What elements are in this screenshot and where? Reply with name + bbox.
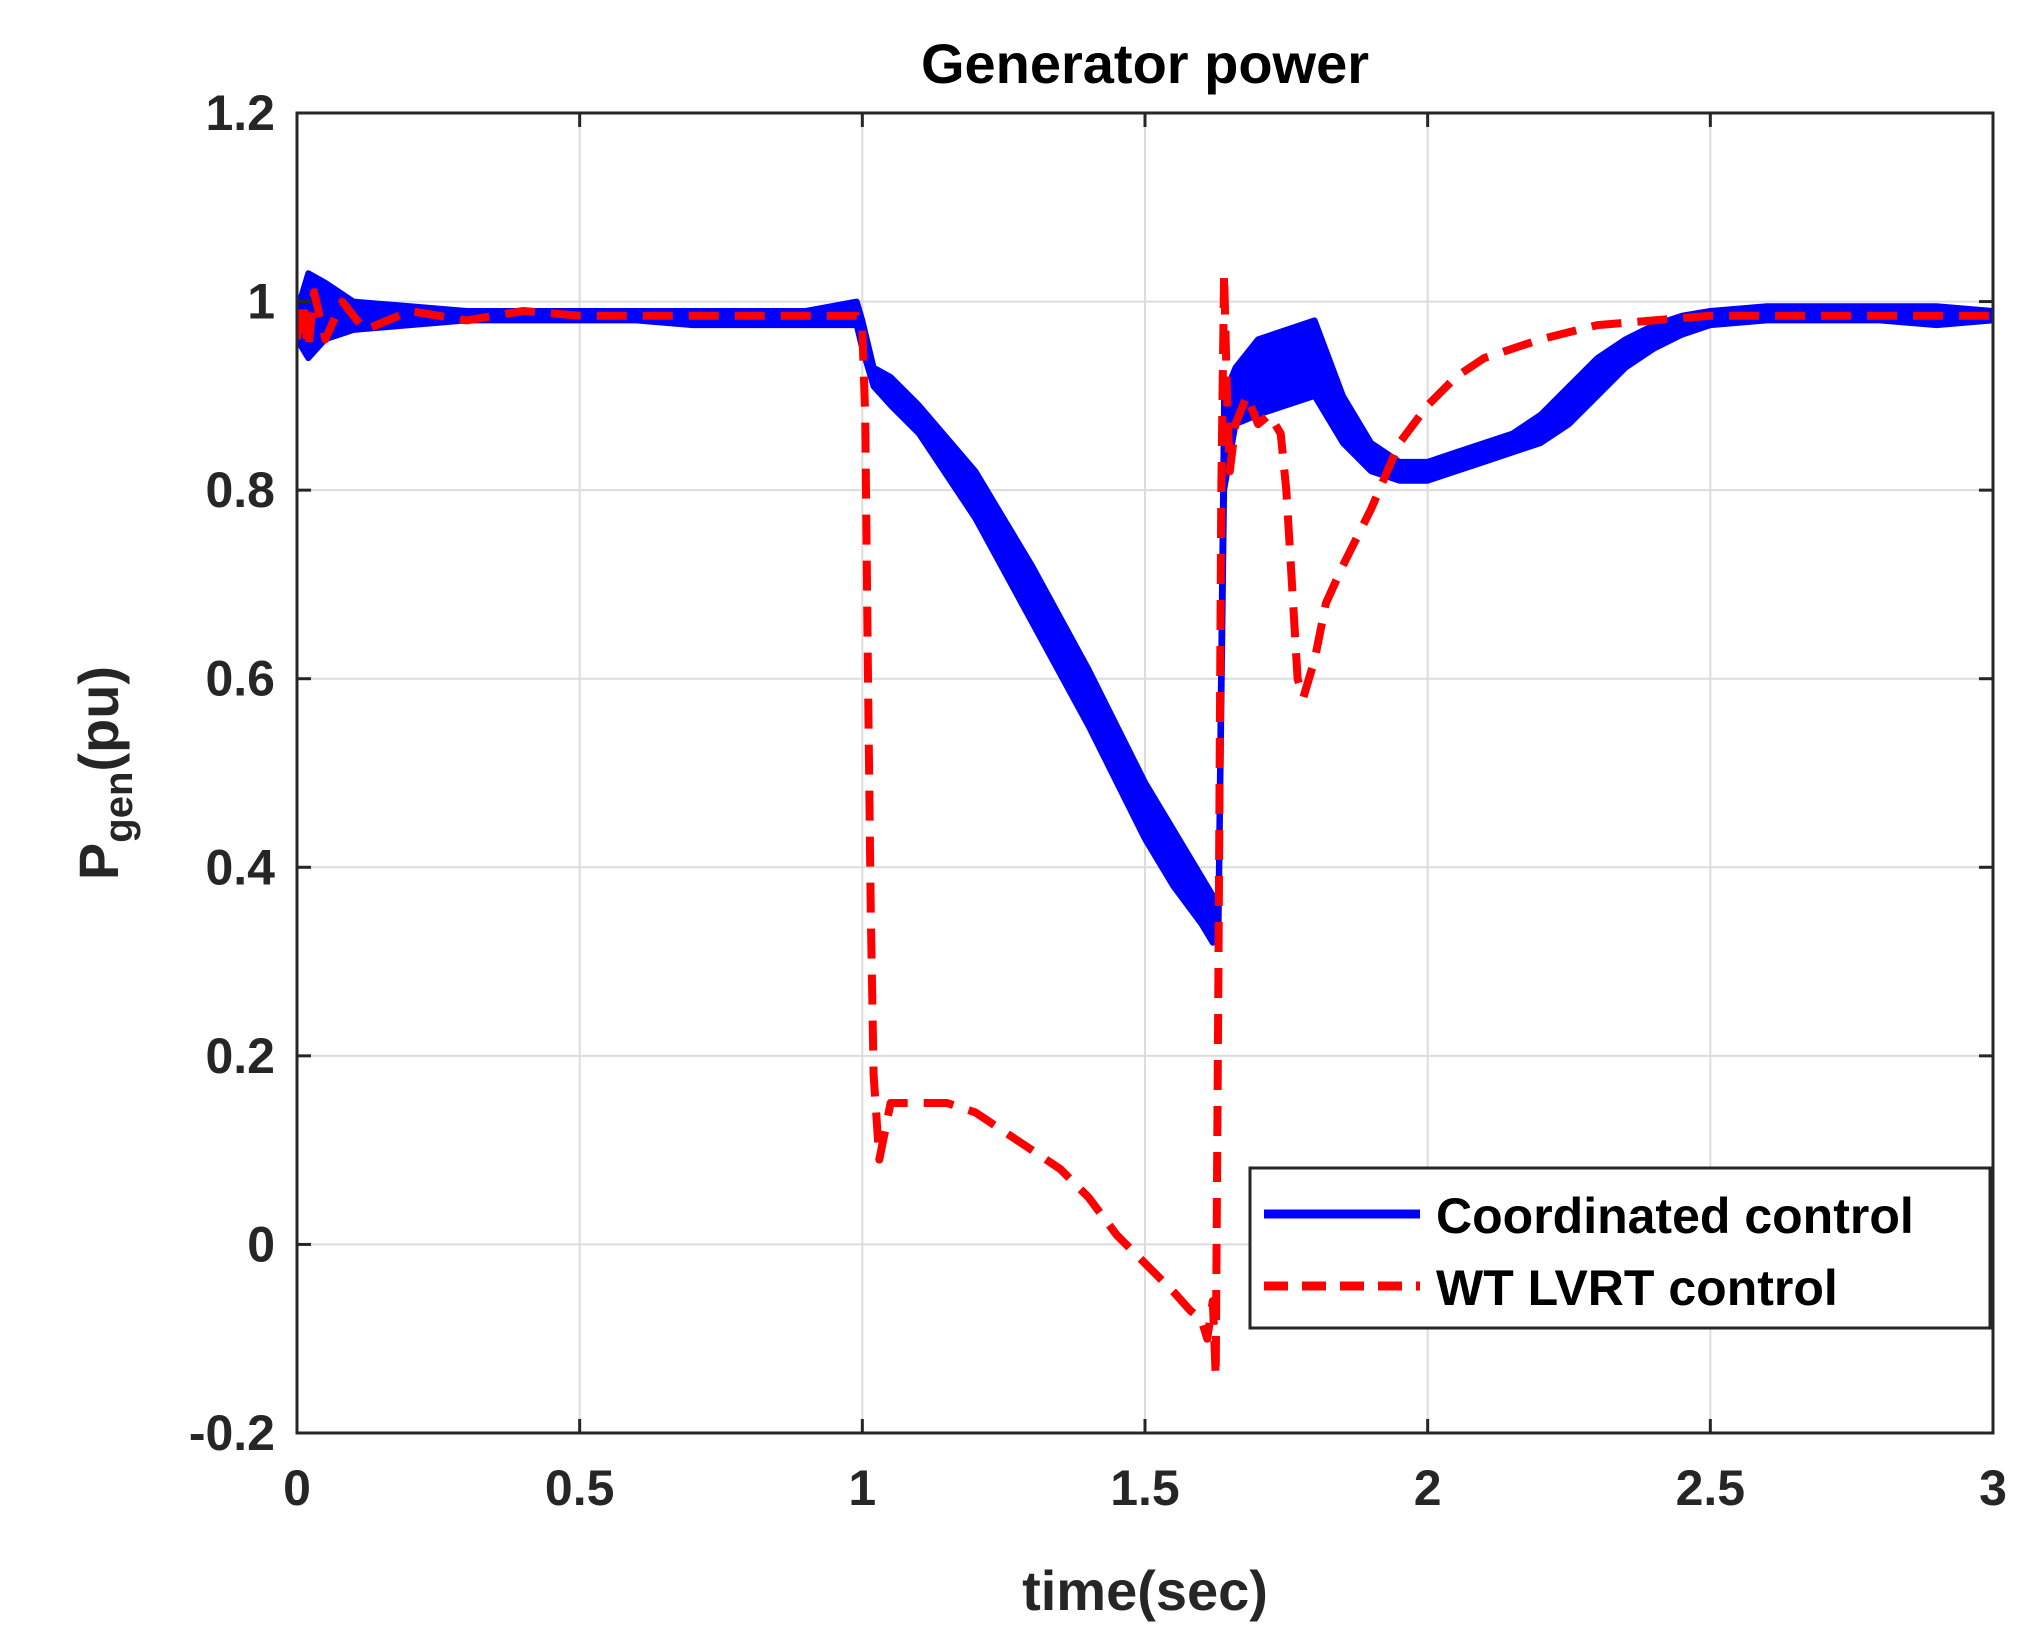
x-axis-label: time(sec) (1022, 1559, 1268, 1622)
x-tick-label: 2 (1414, 1460, 1442, 1516)
x-tick-label: 0 (283, 1460, 311, 1516)
y-axis-label-unit: (pu) (67, 666, 130, 772)
x-tick-label: 1 (848, 1460, 876, 1516)
y-axis-label-subscript: gen (97, 772, 141, 843)
y-tick-label: -0.2 (189, 1405, 275, 1461)
y-tick-label: 0 (247, 1216, 275, 1272)
y-tick-label: 1 (247, 274, 275, 330)
x-tick-label: 3 (1979, 1460, 2007, 1516)
y-tick-label: 0.4 (205, 839, 275, 895)
y-tick-label: 1.2 (205, 85, 275, 141)
x-tick-label: 0.5 (545, 1460, 615, 1516)
series-wt-lvrt-control-line (297, 269, 1993, 1381)
x-tick-label: 1.5 (1110, 1460, 1180, 1516)
chart-title: Generator power (921, 32, 1369, 95)
legend: Coordinated control WT LVRT control (1248, 1166, 1992, 1330)
series-layer (297, 269, 1993, 1381)
y-tick-label: 0.2 (205, 1028, 275, 1084)
y-axis-label-main: P (67, 843, 130, 880)
y-tick-label: 0.8 (205, 462, 275, 518)
y-axis-label: Pgen(pu) (67, 666, 141, 880)
legend-label-coordinated-control: Coordinated control (1436, 1188, 1914, 1244)
ticks: 0 0.5 1 1.5 2 2.5 3-0.200.20.40.60.811.2 (189, 85, 2007, 1516)
x-tick-label: 2.5 (1676, 1460, 1746, 1516)
legend-box (1248, 1166, 1992, 1330)
series-coordinated-control-band (297, 270, 1993, 946)
y-tick-label: 0.6 (205, 651, 275, 707)
legend-label-wt-lvrt-control: WT LVRT control (1436, 1260, 1838, 1316)
